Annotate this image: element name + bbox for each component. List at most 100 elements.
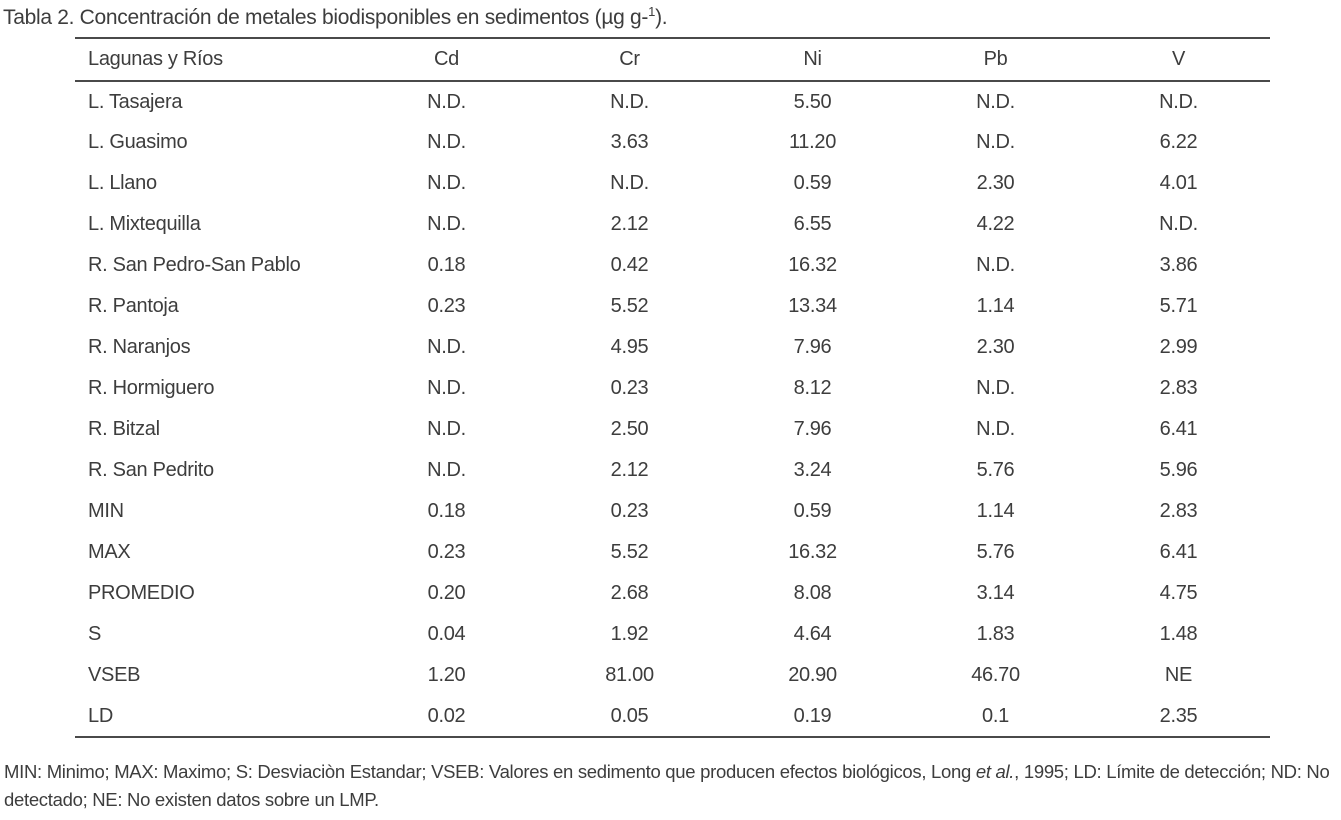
value-cell: N.D.: [976, 131, 1015, 153]
value-cell: 5.52: [610, 541, 649, 563]
value-cell: 11.20: [788, 131, 837, 153]
column-header-cd: Cd: [355, 38, 538, 82]
table-row: L. Mixtequilla N.D. 2.12 6.55 4.22 N.D.: [75, 204, 1270, 245]
table-row: R. Bitzal N.D. 2.50 7.96 N.D. 6.41: [75, 409, 1270, 450]
value-cell: 8.12: [793, 377, 832, 399]
value-cell: 2.12: [610, 213, 649, 235]
value-cell: N.D.: [427, 418, 466, 440]
table-row: LD 0.02 0.05 0.19 0.1 2.35: [75, 696, 1270, 737]
row-label: L. Guasimo: [88, 131, 188, 153]
table-footnote: MIN: Minimo; MAX: Maximo; S: Desviaciòn …: [4, 758, 1338, 814]
value-cell: 6.55: [793, 213, 832, 235]
row-label: R. Naranjos: [88, 336, 191, 358]
value-cell: 0.02: [427, 704, 466, 727]
value-cell: N.D.: [976, 90, 1015, 113]
value-cell: N.D.: [427, 336, 466, 358]
row-label: S: [88, 623, 102, 645]
value-cell: 7.96: [793, 418, 832, 440]
table-row: R. San Pedrito N.D. 2.12 3.24 5.76 5.96: [75, 450, 1270, 491]
value-cell: 1.20: [427, 664, 466, 686]
value-cell: N.D.: [427, 213, 466, 235]
value-cell: 0.04: [427, 623, 466, 645]
value-cell: 5.76: [976, 459, 1015, 481]
value-cell: 2.12: [610, 459, 649, 481]
value-cell: 7.96: [793, 336, 832, 358]
value-cell: 4.95: [610, 336, 649, 358]
row-label: R. San Pedro-San Pablo: [88, 254, 301, 276]
row-label: MIN: [88, 500, 124, 522]
value-cell: 0.18: [427, 500, 466, 522]
value-cell: 20.90: [788, 664, 837, 686]
value-cell: 3.14: [976, 582, 1015, 604]
row-label: R. Bitzal: [88, 418, 160, 440]
row-label: PROMEDIO: [88, 582, 195, 604]
value-cell: 8.08: [793, 582, 832, 604]
row-label: R. Pantoja: [88, 295, 179, 317]
value-cell: 4.75: [1159, 582, 1198, 604]
table-title-suffix: ).: [655, 6, 668, 29]
value-cell: 6.22: [1159, 131, 1198, 153]
value-cell: 16.32: [788, 541, 837, 563]
value-cell: N.D.: [427, 131, 466, 153]
value-cell: 1.83: [976, 623, 1015, 645]
value-cell: 0.18: [427, 254, 466, 276]
row-label: L. Mixtequilla: [88, 213, 201, 235]
value-cell: 2.30: [976, 336, 1015, 358]
column-header-v: V: [1087, 38, 1270, 82]
value-cell: 1.48: [1159, 623, 1198, 645]
table-row: R. Hormiguero N.D. 0.23 8.12 N.D. 2.83: [75, 368, 1270, 409]
table-title-superscript: 1: [648, 4, 656, 19]
table-row: R. San Pedro-San Pablo 0.18 0.42 16.32 N.D. 3…: [75, 245, 1270, 286]
value-cell: N.D.: [1159, 90, 1198, 113]
value-cell: 2.30: [976, 172, 1015, 194]
value-cell: 0.23: [610, 377, 649, 399]
value-cell: 2.50: [610, 418, 649, 440]
row-label: L. Tasajera: [88, 90, 183, 113]
value-cell: 13.34: [788, 295, 837, 317]
value-cell: N.D.: [427, 377, 466, 399]
row-label: R. Hormiguero: [88, 377, 215, 399]
value-cell: 16.32: [788, 254, 837, 276]
value-cell: 2.99: [1159, 336, 1198, 358]
value-cell: N.D.: [610, 90, 649, 113]
value-cell: 0.19: [793, 704, 832, 727]
value-cell: 1.14: [976, 295, 1015, 317]
value-cell: 3.63: [610, 131, 649, 153]
header-row: Lagunas y Ríos Cd Cr Ni Pb V: [75, 38, 1270, 82]
table-row: L. Tasajera N.D. N.D. 5.50 N.D. N.D.: [75, 81, 1270, 122]
table-title-main: Tabla 2. Concentración de metales biodis…: [3, 6, 649, 29]
column-header-pb: Pb: [904, 38, 1087, 82]
footnote-segment: MIN: Minimo; MAX: Maximo; S: Desviaciòn …: [4, 761, 976, 782]
value-cell: N.D.: [427, 172, 466, 194]
value-cell: 1.92: [610, 623, 649, 645]
row-label: LD: [88, 704, 113, 727]
row-label: MAX: [88, 541, 131, 563]
footnote-segment: , 1995; LD: Límite de detección; ND: No …: [4, 761, 1330, 810]
column-header-ni: Ni: [721, 38, 904, 82]
footnote-italic-segment: et al.: [975, 761, 1015, 782]
value-cell: 6.41: [1159, 541, 1198, 563]
value-cell: 2.83: [1159, 377, 1198, 399]
value-cell: 4.22: [976, 213, 1015, 235]
value-cell: N.D.: [976, 418, 1015, 440]
table-row: MIN 0.18 0.23 0.59 1.14 2.83: [75, 491, 1270, 532]
value-cell: N.D.: [427, 90, 466, 113]
table-row: MAX 0.23 5.52 16.32 5.76 6.41: [75, 532, 1270, 573]
table-row: PROMEDIO 0.20 2.68 8.08 3.14 4.75: [75, 573, 1270, 614]
value-cell: 4.64: [793, 623, 832, 645]
table-row: L. Guasimo N.D. 3.63 11.20 N.D. 6.22: [75, 122, 1270, 163]
table-row: S 0.04 1.92 4.64 1.83 1.48: [75, 614, 1270, 655]
table-row: R. Pantoja 0.23 5.52 13.34 1.14 5.71: [75, 286, 1270, 327]
column-header-lagunas-rios: Lagunas y Ríos: [75, 38, 355, 82]
value-cell: 5.96: [1159, 459, 1198, 481]
table-title: Tabla 2. Concentración de metales biodis…: [3, 4, 668, 30]
value-cell: 5.71: [1159, 295, 1198, 317]
column-header-cr: Cr: [538, 38, 721, 82]
value-cell: 3.86: [1159, 254, 1198, 276]
value-cell: 4.01: [1159, 172, 1198, 194]
value-cell: 0.1: [982, 704, 1009, 727]
value-cell: 0.59: [793, 500, 832, 522]
value-cell: 5.50: [793, 90, 832, 113]
value-cell: N.D.: [976, 377, 1015, 399]
